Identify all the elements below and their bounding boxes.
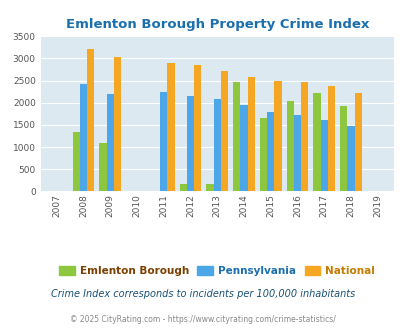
Bar bbox=[301, 82, 307, 191]
Bar bbox=[232, 82, 240, 191]
Text: Crime Index corresponds to incidents per 100,000 inhabitants: Crime Index corresponds to incidents per… bbox=[51, 289, 354, 299]
Bar bbox=[113, 57, 121, 191]
Bar bbox=[194, 65, 201, 191]
Bar bbox=[286, 101, 293, 191]
Legend: Emlenton Borough, Pennsylvania, National: Emlenton Borough, Pennsylvania, National bbox=[55, 262, 379, 280]
Bar bbox=[167, 63, 174, 191]
Bar bbox=[247, 77, 254, 191]
Bar bbox=[160, 92, 167, 191]
Bar bbox=[274, 81, 281, 191]
Bar bbox=[339, 106, 347, 191]
Bar bbox=[72, 132, 80, 191]
Bar bbox=[320, 119, 327, 191]
Bar bbox=[347, 126, 354, 191]
Bar bbox=[99, 143, 106, 191]
Bar bbox=[106, 94, 113, 191]
Title: Emlenton Borough Property Crime Index: Emlenton Borough Property Crime Index bbox=[65, 18, 368, 31]
Bar bbox=[293, 115, 301, 191]
Bar bbox=[80, 84, 87, 191]
Bar bbox=[240, 105, 247, 191]
Bar bbox=[220, 71, 228, 191]
Bar bbox=[186, 96, 194, 191]
Bar bbox=[354, 93, 361, 191]
Bar bbox=[87, 49, 94, 191]
Bar bbox=[313, 93, 320, 191]
Bar bbox=[266, 112, 274, 191]
Bar bbox=[259, 118, 266, 191]
Text: © 2025 CityRating.com - https://www.cityrating.com/crime-statistics/: © 2025 CityRating.com - https://www.city… bbox=[70, 315, 335, 324]
Bar bbox=[213, 99, 220, 191]
Bar bbox=[206, 184, 213, 191]
Bar bbox=[179, 183, 186, 191]
Bar bbox=[327, 86, 334, 191]
